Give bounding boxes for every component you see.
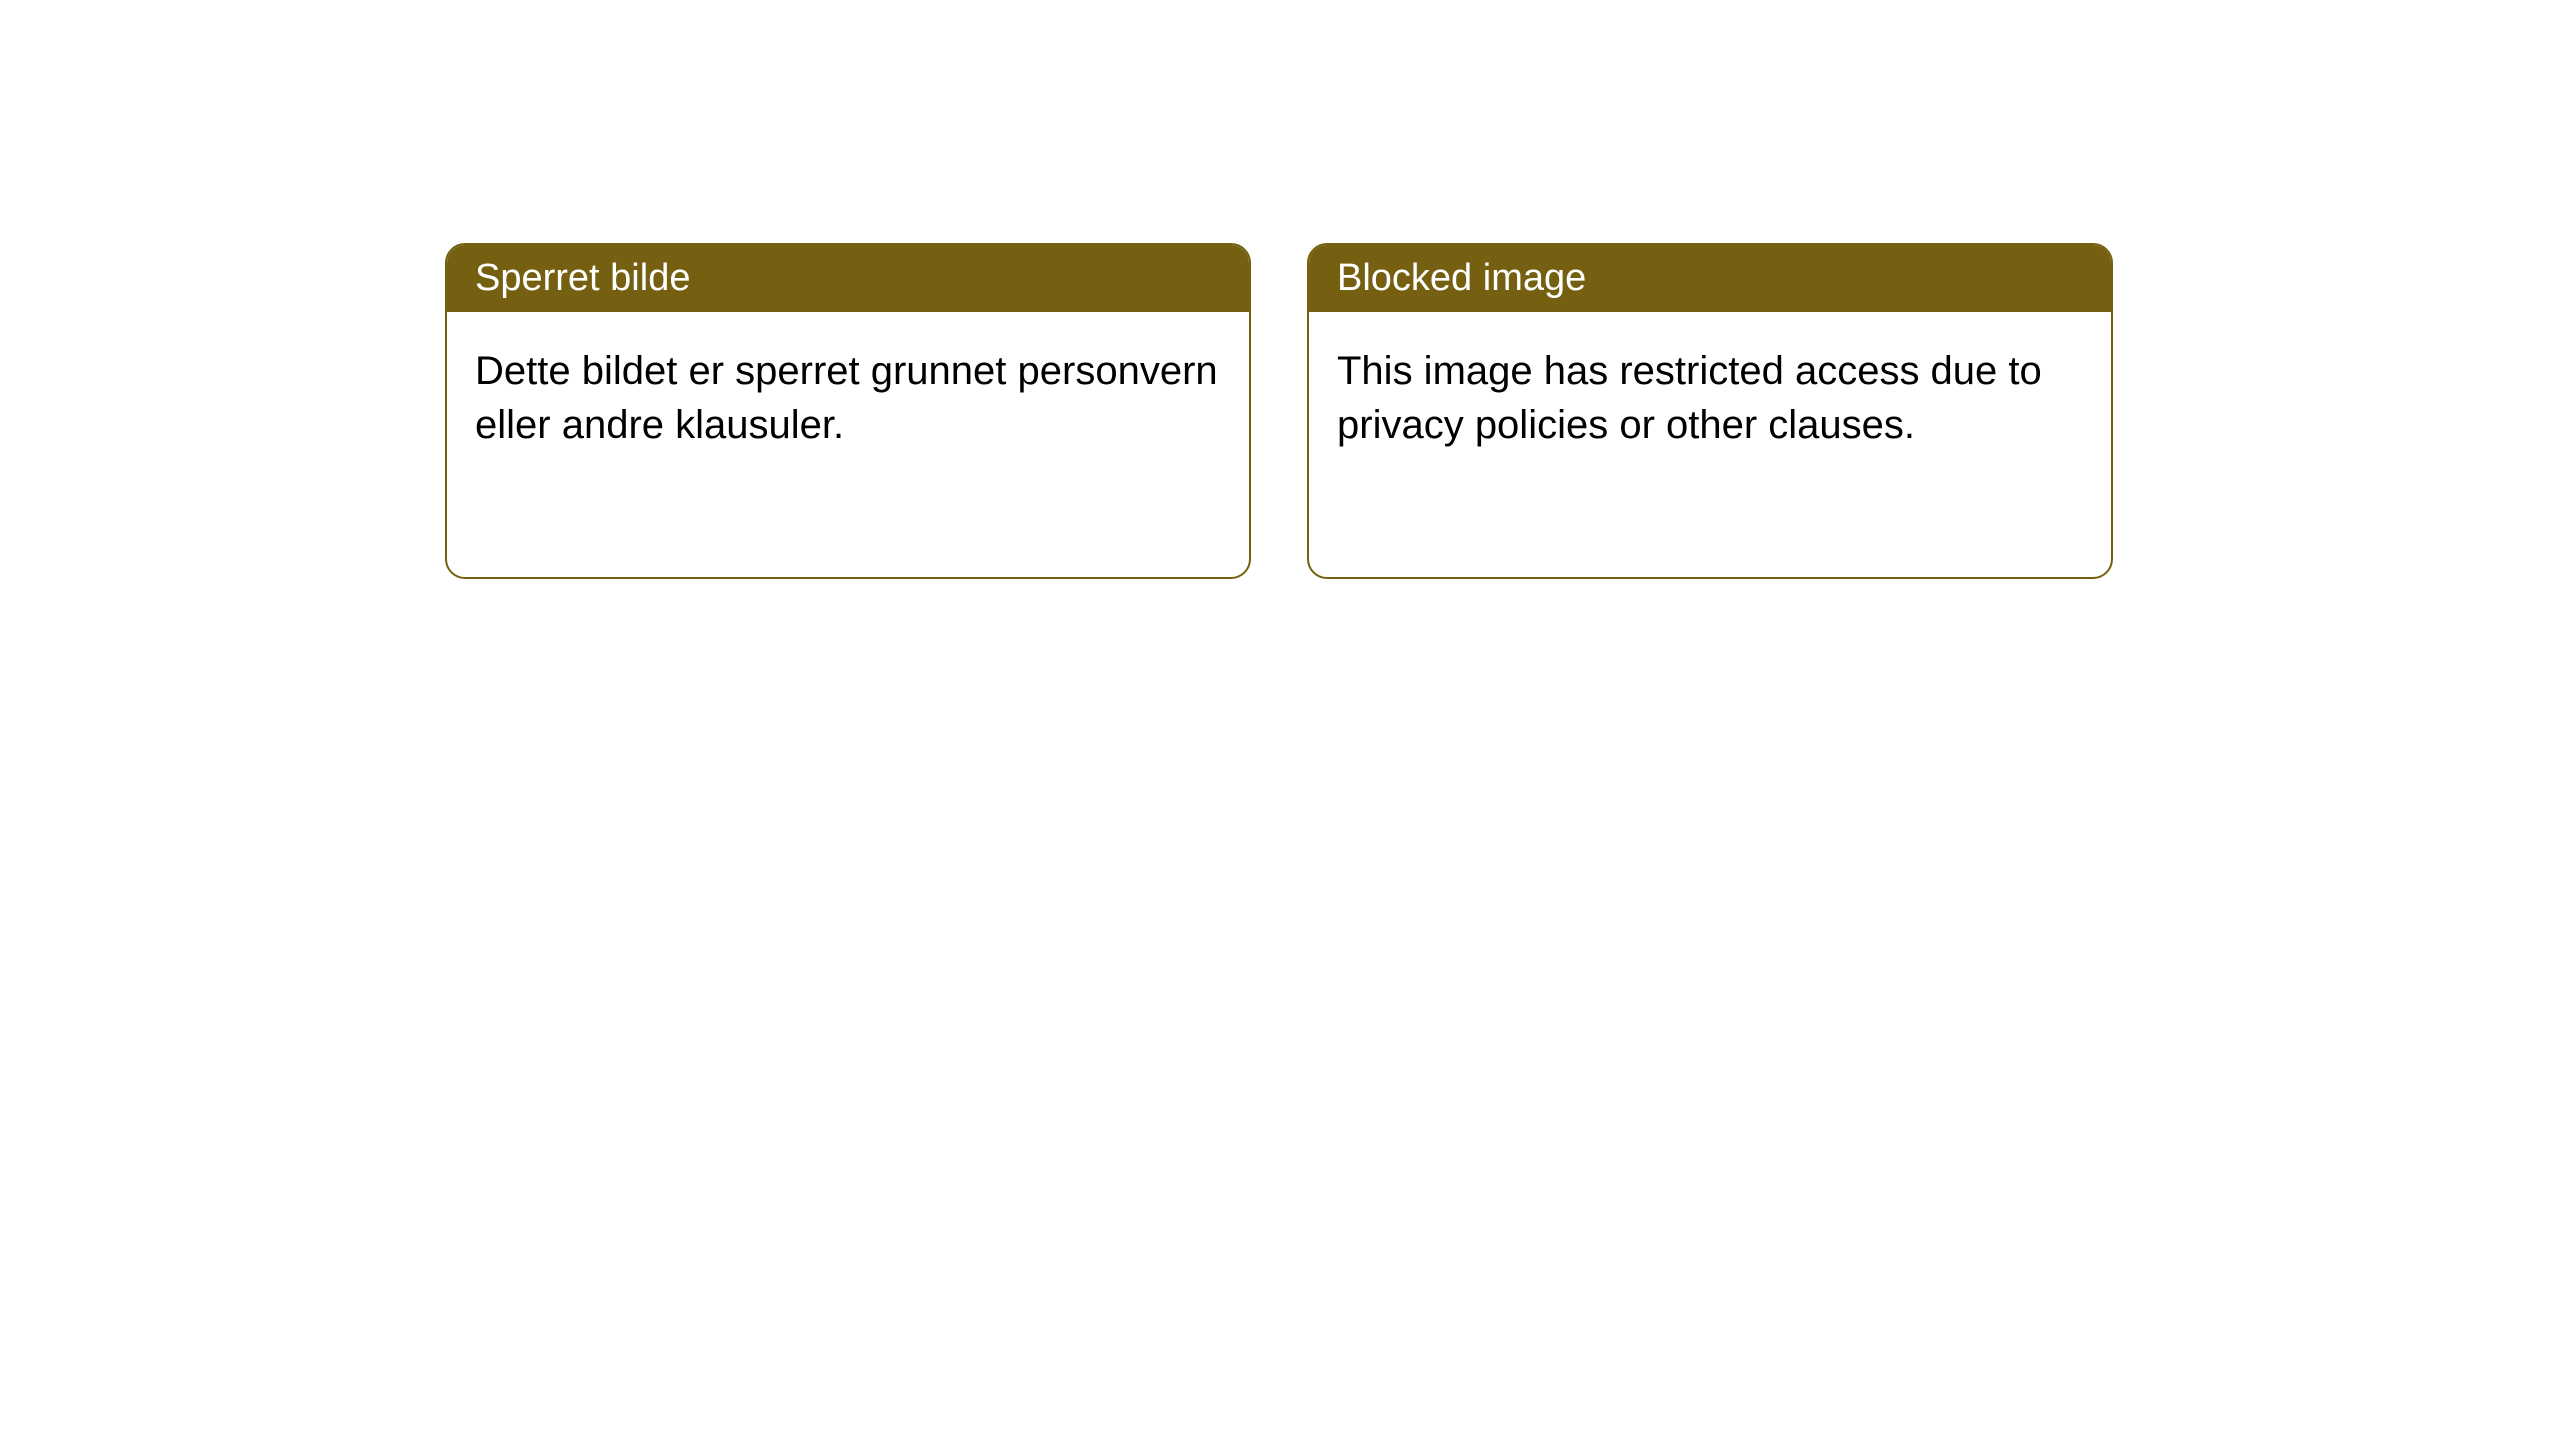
notice-card-norwegian: Sperret bilde Dette bildet er sperret gr… [445, 243, 1251, 579]
notice-card-title: Sperret bilde [447, 245, 1249, 312]
notice-card-body: This image has restricted access due to … [1309, 312, 2111, 484]
notice-card-title: Blocked image [1309, 245, 2111, 312]
notice-card-body: Dette bildet er sperret grunnet personve… [447, 312, 1249, 484]
notice-cards-container: Sperret bilde Dette bildet er sperret gr… [0, 0, 2560, 579]
notice-card-english: Blocked image This image has restricted … [1307, 243, 2113, 579]
